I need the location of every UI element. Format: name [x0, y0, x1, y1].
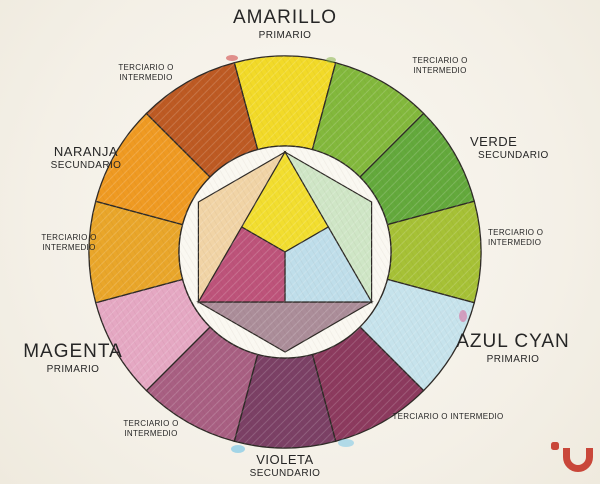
- label-terciario-top-left: TERCIARIO O INTERMEDIO: [98, 63, 194, 83]
- label-terciario-right: TERCIARIO O INTERMEDIO: [488, 228, 560, 248]
- terciario-text: TERCIARIO O INTERMEDIO: [392, 412, 504, 421]
- amarillo-subtitle: PRIMARIO: [258, 29, 312, 41]
- label-naranja: NARANJA SECUNDARIO: [45, 144, 127, 173]
- amarillo-title: AMARILLO: [232, 7, 338, 28]
- scan-smudge: [338, 439, 354, 447]
- verde-title: VERDE: [470, 134, 518, 149]
- terciario-text-line2: INTERMEDIO: [488, 238, 542, 247]
- verde-subtitle: SECUNDARIO: [478, 150, 549, 162]
- naranja-subtitle: SECUNDARIO: [50, 160, 122, 172]
- label-terciario-top-right: TERCIARIO O INTERMEDIO: [388, 56, 492, 76]
- violeta-subtitle: SECUNDARIO: [249, 468, 321, 480]
- label-terciario-left: TERCIARIO O INTERMEDIO: [30, 233, 108, 253]
- logo-dot: [551, 442, 559, 450]
- terciario-text-line1: TERCIARIO O: [41, 233, 97, 242]
- terciario-text-line1: TERCIARIO O: [488, 228, 544, 237]
- terciario-text-line2: INTERMEDIO: [42, 243, 96, 252]
- scan-smudge: [231, 445, 245, 453]
- label-violeta: VIOLETA SECUNDARIO: [235, 452, 335, 481]
- terciario-text: TERCIARIO O INTERMEDIO: [412, 56, 468, 75]
- label-terciario-bottom-right: TERCIARIO O INTERMEDIO: [390, 412, 506, 422]
- scan-smudge: [459, 310, 467, 322]
- azul-cyan-title: AZUL CYAN: [456, 331, 570, 352]
- publisher-logo: [551, 442, 593, 472]
- label-azul-cyan: AZUL CYAN PRIMARIO: [452, 330, 574, 366]
- label-verde: VERDE SECUNDARIO: [470, 134, 560, 163]
- scan-smudges: [226, 55, 467, 453]
- terciario-text: TERCIARIO O INTERMEDIO: [123, 419, 179, 438]
- magenta-subtitle: PRIMARIO: [46, 363, 100, 375]
- scan-smudge: [226, 55, 238, 61]
- magenta-title: MAGENTA: [23, 341, 123, 362]
- scan-smudge: [326, 57, 336, 63]
- logo-u-arc: [563, 448, 593, 472]
- crayon-texture-dark: [89, 56, 481, 448]
- terciario-text: TERCIARIO O INTERMEDIO: [118, 63, 174, 82]
- naranja-title: NARANJA: [53, 144, 119, 159]
- label-terciario-bottom-left: TERCIARIO O INTERMEDIO: [103, 419, 199, 439]
- azul-cyan-subtitle: PRIMARIO: [486, 353, 540, 365]
- label-magenta: MAGENTA PRIMARIO: [22, 340, 124, 376]
- label-amarillo: AMARILLO PRIMARIO: [210, 6, 360, 42]
- violeta-title: VIOLETA: [256, 452, 314, 467]
